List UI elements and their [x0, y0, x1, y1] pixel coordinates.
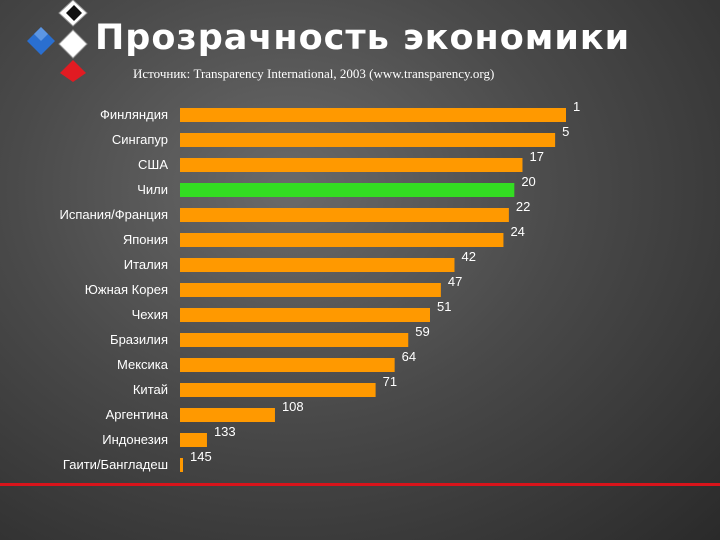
value-label: 17: [529, 149, 543, 164]
slide-title: Прозрачность экономики: [95, 18, 631, 58]
category-label: Мексика: [117, 357, 169, 372]
bar: [180, 158, 523, 172]
bar: [180, 283, 441, 297]
value-label: 5: [562, 124, 569, 139]
value-label: 1: [573, 100, 580, 114]
category-label: Бразилия: [110, 332, 168, 347]
category-label: Италия: [124, 257, 168, 272]
category-label: США: [138, 157, 168, 172]
value-label: 71: [383, 374, 397, 389]
slide-subtitle: Источник: Transparency International, 20…: [133, 66, 495, 81]
value-label: 22: [516, 199, 530, 214]
bar: [180, 458, 183, 472]
bar: [180, 408, 275, 422]
value-label: 47: [448, 274, 462, 289]
category-label: Япония: [123, 232, 168, 247]
bar: [180, 108, 566, 122]
logo-diamonds: [27, 0, 88, 82]
category-label: Индонезия: [102, 432, 168, 447]
accent-line: [0, 483, 720, 486]
bar: [180, 258, 455, 272]
bar: [180, 183, 515, 197]
category-label: Гаити/Бангладеш: [63, 457, 168, 472]
value-label: 133: [214, 424, 236, 439]
category-label: Испания/Франция: [60, 207, 168, 222]
category-label: Аргентина: [106, 407, 169, 422]
bar: [180, 333, 409, 347]
bar: [180, 383, 376, 397]
value-label: 108: [282, 399, 304, 414]
category-label: Финляндия: [100, 107, 168, 122]
bar: [180, 133, 556, 147]
bar: [180, 308, 430, 322]
bar: [180, 233, 504, 247]
bar: [180, 358, 395, 372]
value-label: 64: [402, 349, 416, 364]
value-label: 24: [510, 224, 524, 239]
bar-chart: Финляндия 1 Сингапур 5 США 17 Чили 20 Испания/Фр…: [60, 100, 580, 472]
value-label: 51: [437, 299, 451, 314]
bar: [180, 208, 509, 222]
value-label: 42: [461, 249, 475, 264]
category-label: Чили: [137, 182, 168, 197]
value-label: 20: [521, 174, 535, 189]
bar: [180, 433, 207, 447]
category-label: Чехия: [132, 307, 168, 322]
category-label: Китай: [133, 382, 168, 397]
category-label: Южная Корея: [85, 282, 168, 297]
category-label: Сингапур: [112, 132, 168, 147]
value-label: 145: [190, 449, 212, 464]
value-label: 59: [415, 324, 429, 339]
